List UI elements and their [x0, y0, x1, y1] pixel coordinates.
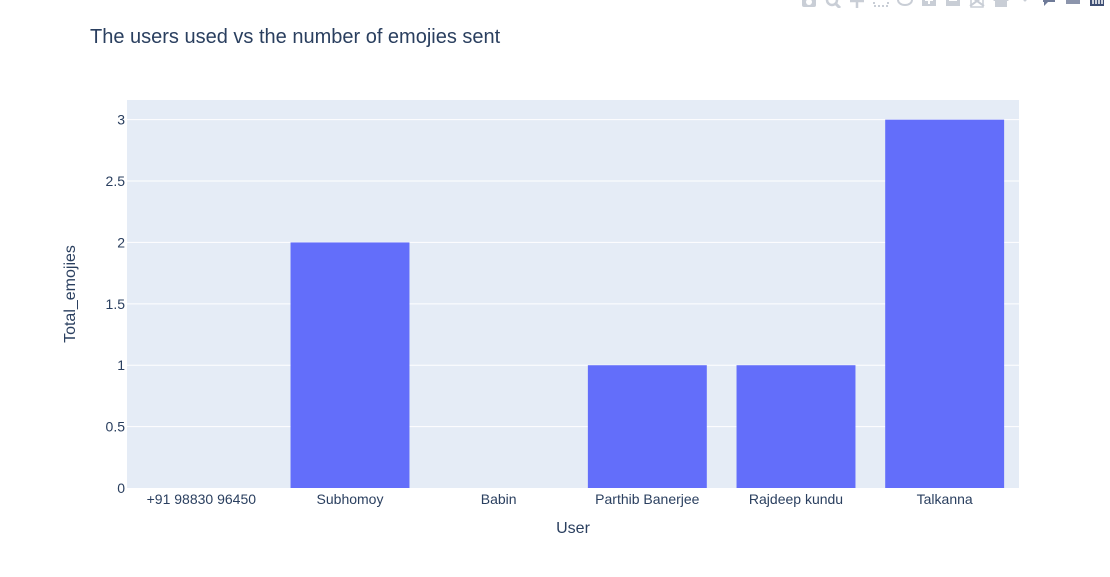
x-tick-label: Rajdeep kundu	[749, 491, 843, 507]
y-tick-label: 2.5	[106, 173, 126, 189]
x-tick-labels: +91 98830 96450 Subhomoy Babin Parthib Bane…	[147, 491, 973, 507]
lasso-icon[interactable]	[896, 0, 914, 8]
zoom-icon[interactable]	[824, 0, 842, 8]
bar[interactable]	[736, 365, 856, 488]
hover-compare-icon[interactable]	[1064, 0, 1082, 8]
y-tick-label: 0.5	[106, 419, 126, 435]
x-tick-label: Subhomoy	[317, 491, 384, 507]
hover-closest-icon[interactable]	[1040, 0, 1058, 8]
spike-lines-icon[interactable]	[1016, 0, 1034, 8]
x-tick-label: Parthib Banerjee	[595, 491, 700, 507]
y-tick-label: 3	[117, 112, 125, 128]
bar[interactable]	[290, 242, 410, 488]
y-tick-label: 1	[117, 357, 125, 373]
y-axis-title: Total_emojies	[62, 245, 79, 343]
pan-icon[interactable]	[848, 0, 866, 8]
chart-title: The users used vs the number of emojies …	[90, 26, 501, 48]
bar[interactable]	[885, 119, 1005, 488]
reset-axes-icon[interactable]	[992, 0, 1010, 8]
plotly-logo-icon[interactable]	[1088, 0, 1106, 8]
x-tick-label: Talkanna	[917, 491, 973, 507]
x-tick-label: +91 98830 96450	[147, 491, 257, 507]
zoom-out-icon[interactable]	[944, 0, 962, 8]
bar[interactable]	[587, 365, 707, 488]
modebar	[800, 0, 1106, 10]
zoom-in-icon[interactable]	[920, 0, 938, 8]
bars	[290, 119, 1005, 488]
y-tick-label: 1.5	[106, 296, 126, 312]
autoscale-icon[interactable]	[968, 0, 986, 8]
box-select-icon[interactable]	[872, 0, 890, 8]
x-tick-label: Babin	[481, 491, 517, 507]
camera-icon[interactable]	[800, 0, 818, 8]
y-tick-labels: 0 0.5 1 1.5 2 2.5 3	[106, 112, 126, 496]
gridlines	[127, 119, 1019, 428]
plot-area	[127, 100, 1019, 488]
y-tick-label: 0	[117, 480, 125, 496]
y-tick-label: 2	[117, 234, 125, 250]
x-axis-title: User	[556, 520, 590, 537]
